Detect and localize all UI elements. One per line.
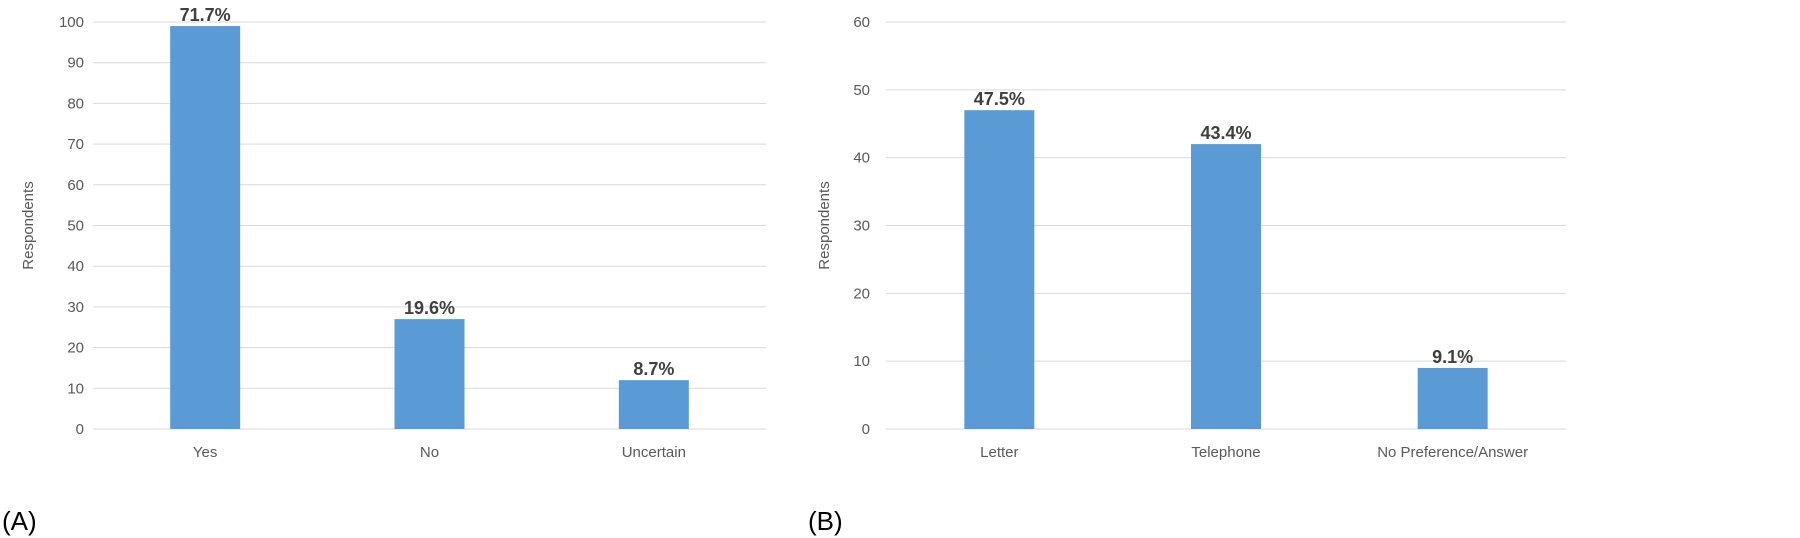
- y-tick-label: 30: [853, 218, 870, 235]
- y-tick-label: 60: [853, 14, 870, 31]
- y-tick-label: 10: [67, 380, 84, 397]
- bar: [964, 110, 1035, 429]
- y-tick-label: 40: [67, 258, 84, 275]
- x-tick-label: No: [420, 444, 439, 461]
- y-tick-label: 20: [67, 340, 84, 357]
- x-tick-label: No Preference/Answer: [1377, 444, 1528, 461]
- y-tick-label: 30: [67, 299, 84, 316]
- y-tick-label: 100: [59, 14, 84, 31]
- data-label: 43.4%: [1200, 123, 1251, 143]
- data-label: 19.6%: [404, 298, 455, 318]
- data-label: 47.5%: [974, 89, 1025, 109]
- y-tick-label: 10: [853, 353, 870, 370]
- data-label: 71.7%: [180, 5, 231, 25]
- chart-a: (A) 0 10 20 30 40 50 60 70 80 90 100 Respondents 71.…: [2, 5, 766, 536]
- x-tick-label: Yes: [193, 444, 217, 461]
- y-tick-label: 0: [862, 421, 870, 438]
- panel-label-a: (A): [2, 506, 37, 536]
- x-tick-label: Uncertain: [622, 444, 686, 461]
- y-tick-label: 80: [67, 95, 84, 112]
- x-tick-label: Telephone: [1191, 444, 1260, 461]
- bar: [1417, 367, 1488, 429]
- panel-label-b: (B): [808, 506, 843, 536]
- x-tick-label: Letter: [980, 444, 1018, 461]
- y-tick-label: 40: [853, 150, 870, 167]
- bar: [394, 319, 465, 429]
- y-tick-label: 50: [67, 218, 84, 235]
- bar: [170, 26, 241, 429]
- y-tick-label: 90: [67, 55, 84, 72]
- y-tick-label: 60: [67, 177, 84, 194]
- chart-b: (B) 0 10 20 30 40 50 60 Respondents 47.5% Letter 4…: [808, 14, 1566, 536]
- y-axis-label: Respondents: [20, 181, 37, 269]
- y-axis-label: Respondents: [816, 181, 833, 269]
- y-tick-label: 20: [853, 285, 870, 302]
- y-tick-label: 70: [67, 136, 84, 153]
- y-tick-label: 50: [853, 82, 870, 99]
- bar: [618, 380, 689, 429]
- y-tick-label: 0: [76, 421, 84, 438]
- data-label: 8.7%: [633, 359, 674, 379]
- bar: [1191, 144, 1261, 429]
- data-label: 9.1%: [1432, 347, 1473, 367]
